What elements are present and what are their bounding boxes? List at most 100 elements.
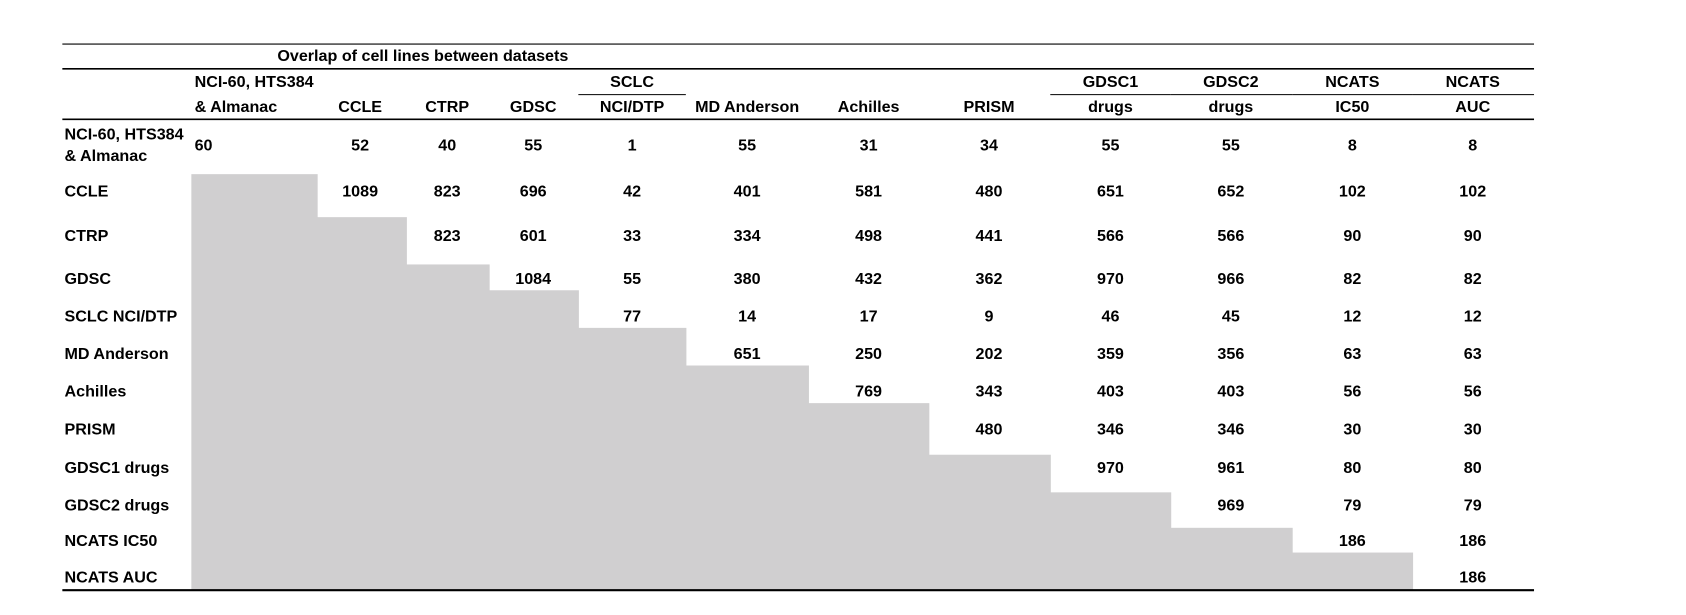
shaded-cell — [928, 454, 1051, 591]
cell-value: 346 — [1097, 420, 1124, 438]
cell-value: 8 — [1348, 136, 1357, 154]
row-label: MD Anderson — [65, 345, 169, 363]
cell-value: 966 — [1217, 270, 1244, 288]
cell-value: 581 — [855, 183, 882, 201]
cell-value: 441 — [976, 227, 1003, 245]
column-header: CCLE — [338, 98, 382, 116]
cell-value: 480 — [976, 183, 1003, 201]
cell-value: 359 — [1097, 345, 1124, 363]
cell-value: 55 — [1222, 136, 1240, 154]
cell-value: 12 — [1343, 307, 1361, 325]
column-header: IC50 — [1335, 98, 1369, 116]
row-label: NCI-60, HTS384 — [65, 126, 184, 144]
column-header: MD Anderson — [695, 98, 799, 116]
row-label: GDSC1 drugs — [65, 459, 170, 477]
cell-value: 102 — [1459, 183, 1486, 201]
cell-value: 432 — [855, 270, 882, 288]
cell-value: 202 — [976, 345, 1003, 363]
cell-value: 343 — [976, 383, 1003, 401]
shaded-cell — [317, 217, 407, 591]
row-label: GDSC — [65, 270, 112, 288]
cell-value: 186 — [1339, 532, 1366, 550]
shaded-cell — [406, 264, 490, 591]
cell-value: 566 — [1097, 227, 1124, 245]
cell-value: 498 — [855, 227, 882, 245]
cell-value: 401 — [734, 183, 761, 201]
shaded-cell — [1170, 527, 1293, 591]
cell-value: 45 — [1222, 307, 1240, 325]
shaded-cell — [1292, 552, 1414, 591]
cell-value: 566 — [1217, 227, 1244, 245]
cell-value: 823 — [434, 183, 461, 201]
cell-value: 42 — [623, 183, 641, 201]
row-label: NCATS IC50 — [65, 532, 158, 550]
row-label: SCLC NCI/DTP — [65, 307, 178, 325]
cell-value: 90 — [1343, 227, 1361, 245]
cell-value: 186 — [1459, 532, 1486, 550]
cell-value: 82 — [1464, 270, 1482, 288]
cell-value: 90 — [1464, 227, 1482, 245]
shaded-cell — [191, 174, 318, 591]
cell-value: 1084 — [515, 270, 551, 288]
row-label: & Almanac — [65, 147, 148, 165]
column-header: Achilles — [838, 98, 900, 116]
cell-value: 55 — [1102, 136, 1120, 154]
cell-value: 8 — [1468, 136, 1477, 154]
cell-value: 403 — [1217, 383, 1244, 401]
column-header: NCI-60, HTS384 — [195, 73, 314, 91]
cell-value: 769 — [855, 383, 882, 401]
cell-value: 970 — [1097, 270, 1124, 288]
row-label: NCATS AUC — [65, 569, 158, 587]
cell-value: 82 — [1343, 270, 1361, 288]
table: Overlap of cell lines between datasets N… — [62, 43, 1535, 592]
cell-value: 52 — [351, 136, 369, 154]
shaded-cell — [685, 365, 809, 591]
cell-value: 961 — [1217, 459, 1244, 477]
shaded-cell — [489, 290, 579, 591]
column-header: NCATS — [1325, 73, 1380, 91]
cell-value: 651 — [734, 345, 761, 363]
column-header: NCATS — [1446, 73, 1501, 91]
cell-value: 31 — [860, 136, 878, 154]
column-header: GDSC2 — [1203, 73, 1259, 91]
cell-value: 56 — [1464, 383, 1482, 401]
column-header: drugs — [1209, 98, 1254, 116]
cell-value: 77 — [623, 307, 641, 325]
cell-value: 969 — [1217, 497, 1244, 515]
cell-value: 60 — [195, 136, 213, 154]
cell-value: 380 — [734, 270, 761, 288]
cell-value: 250 — [855, 345, 882, 363]
column-header: SCLC — [610, 73, 654, 91]
cell-value: 14 — [738, 307, 756, 325]
row-label: CCLE — [65, 183, 109, 201]
cell-value: 356 — [1217, 345, 1244, 363]
column-header: NCI/DTP — [600, 98, 665, 116]
shaded-cell — [1050, 492, 1172, 591]
cell-value: 30 — [1343, 420, 1361, 438]
cell-value: 1089 — [342, 183, 378, 201]
cell-value: 55 — [738, 136, 756, 154]
cell-value: 651 — [1097, 183, 1124, 201]
cell-value: 601 — [520, 227, 547, 245]
cell-value: 17 — [860, 307, 878, 325]
cell-value: 55 — [623, 270, 641, 288]
cell-value: 652 — [1217, 183, 1244, 201]
cell-value: 56 — [1343, 383, 1361, 401]
column-header: AUC — [1455, 98, 1490, 116]
cell-value: 40 — [438, 136, 456, 154]
cell-value: 46 — [1102, 307, 1120, 325]
cell-value: 80 — [1343, 459, 1361, 477]
row-label: CTRP — [65, 227, 109, 245]
shaded-cell — [578, 327, 687, 591]
cell-value: 79 — [1464, 497, 1482, 515]
column-header: GDSC1 — [1083, 73, 1139, 91]
row-label: Achilles — [65, 383, 127, 401]
cell-value: 33 — [623, 227, 641, 245]
cell-value: 186 — [1459, 569, 1486, 587]
cell-value: 30 — [1464, 420, 1482, 438]
cell-value: 9 — [985, 307, 994, 325]
cell-value: 79 — [1343, 497, 1361, 515]
cell-value: 362 — [976, 270, 1003, 288]
